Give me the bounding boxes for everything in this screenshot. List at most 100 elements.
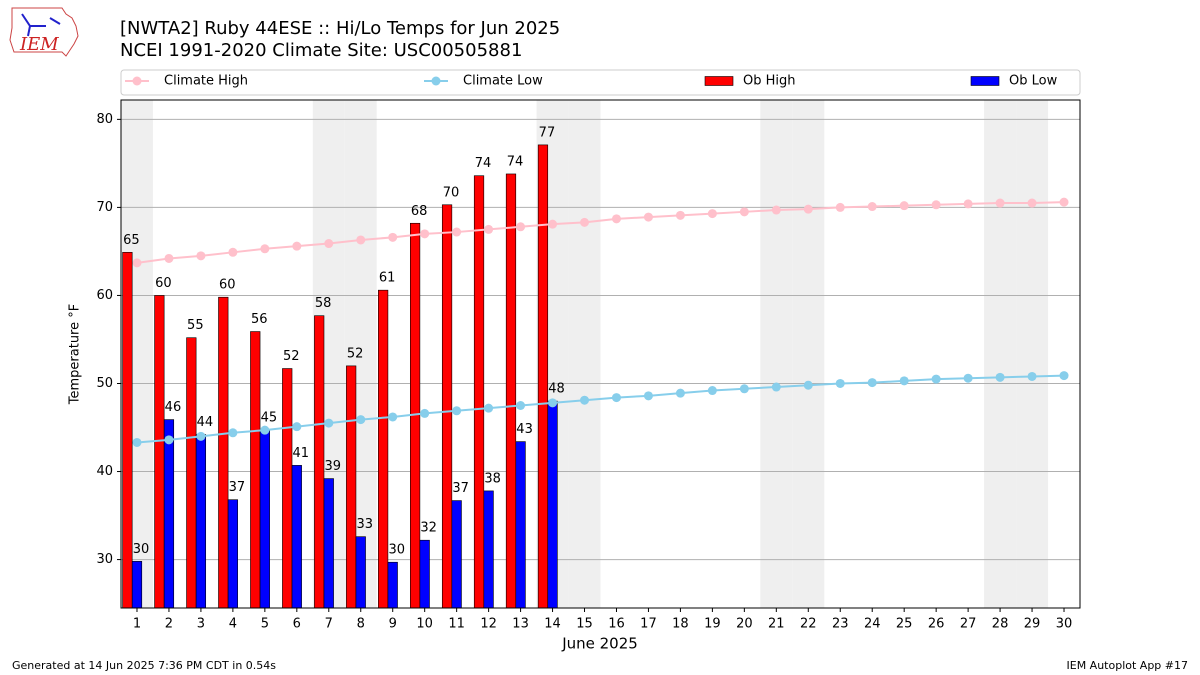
point [452, 227, 462, 237]
y-tick-label: 50 [96, 376, 113, 391]
y-tick-label: 70 [96, 200, 113, 215]
point [739, 207, 749, 217]
point [1027, 198, 1037, 208]
x-tick-label: 18 [672, 617, 689, 632]
bar [346, 365, 357, 609]
legend-swatch [970, 76, 1000, 86]
point [803, 204, 813, 214]
plot-frame [120, 99, 1081, 609]
bar [250, 331, 261, 609]
point [324, 239, 334, 249]
data-label: 77 [539, 125, 556, 140]
bar [441, 204, 453, 609]
x-tick-label: 21 [768, 617, 785, 632]
bar [227, 499, 238, 609]
x-tick-label: 16 [608, 617, 625, 632]
data-label: 37 [229, 480, 246, 495]
point [675, 388, 685, 398]
data-label: 60 [219, 278, 236, 293]
x-tick-label: 14 [544, 617, 561, 632]
point [452, 406, 462, 416]
x-tick-label: 9 [389, 617, 397, 632]
bar [154, 295, 165, 609]
x-tick-label: 15 [576, 617, 593, 632]
data-label: 74 [475, 156, 492, 171]
point [228, 247, 238, 257]
logo: IEM [9, 7, 79, 57]
y-tick-label: 30 [96, 552, 113, 567]
x-tick-label: 30 [1056, 617, 1073, 632]
point [931, 374, 941, 384]
x-tick-label: 23 [832, 617, 849, 632]
point [132, 258, 142, 268]
data-label: 43 [516, 422, 533, 437]
data-label: 39 [325, 459, 342, 474]
point [196, 251, 206, 261]
x-tick-label: 7 [325, 617, 333, 632]
x-tick-label: 5 [261, 617, 269, 632]
bar [195, 434, 207, 609]
chart-title: [NWTA2] Ruby 44ESE :: Hi/Lo Temps for Ju… [120, 18, 560, 39]
x-tick-label: 25 [896, 617, 913, 632]
data-label: 30 [133, 542, 150, 557]
x-tick-label: 4 [229, 617, 237, 632]
point [1059, 197, 1069, 207]
bar [547, 400, 558, 609]
point [611, 393, 621, 403]
data-label: 68 [411, 204, 428, 219]
point [196, 431, 206, 441]
point [164, 435, 174, 445]
point [1027, 371, 1037, 381]
point [164, 253, 174, 263]
weekend-shade [568, 100, 601, 608]
point [356, 415, 366, 425]
point [420, 229, 430, 239]
legend-box [120, 69, 1081, 96]
data-label: 41 [293, 446, 310, 461]
data-label: 48 [548, 382, 565, 397]
point [771, 205, 781, 215]
x-tick-label: 22 [800, 617, 817, 632]
x-tick-label: 26 [928, 617, 945, 632]
point [963, 373, 973, 383]
data-label: 38 [484, 471, 501, 486]
legend-label: Ob High [743, 74, 796, 89]
x-tick-label: 10 [416, 617, 433, 632]
point [899, 201, 909, 211]
point [420, 408, 430, 418]
point [484, 224, 494, 234]
x-tick-label: 8 [357, 617, 365, 632]
legend-label: Ob Low [1009, 74, 1058, 89]
point [228, 428, 238, 438]
y-tick-label: 60 [96, 288, 113, 303]
legend-label: Climate Low [463, 74, 543, 89]
x-tick-label: 3 [197, 617, 205, 632]
x-tick-label: 28 [992, 617, 1009, 632]
point [835, 202, 845, 212]
bar [451, 500, 462, 609]
bar [314, 315, 325, 609]
x-axis-label: June 2025 [561, 635, 638, 653]
weekend-shade [792, 100, 825, 608]
weekend-shade [1016, 100, 1049, 608]
point [995, 198, 1005, 208]
x-tick-label: 12 [480, 617, 497, 632]
point [580, 395, 590, 405]
point [388, 412, 398, 422]
point [995, 372, 1005, 382]
legend-marker [431, 76, 441, 86]
bar [131, 561, 143, 609]
point [292, 241, 302, 251]
point [580, 217, 590, 227]
line [136, 201, 1065, 264]
point [260, 244, 270, 254]
footer-right: IEM Autoplot App #17 [1067, 659, 1189, 672]
point [292, 422, 302, 432]
bar [282, 368, 293, 609]
data-label: 74 [507, 154, 524, 169]
bar [163, 419, 175, 609]
point [516, 401, 526, 411]
bar [537, 144, 549, 609]
data-label: 70 [443, 185, 460, 200]
